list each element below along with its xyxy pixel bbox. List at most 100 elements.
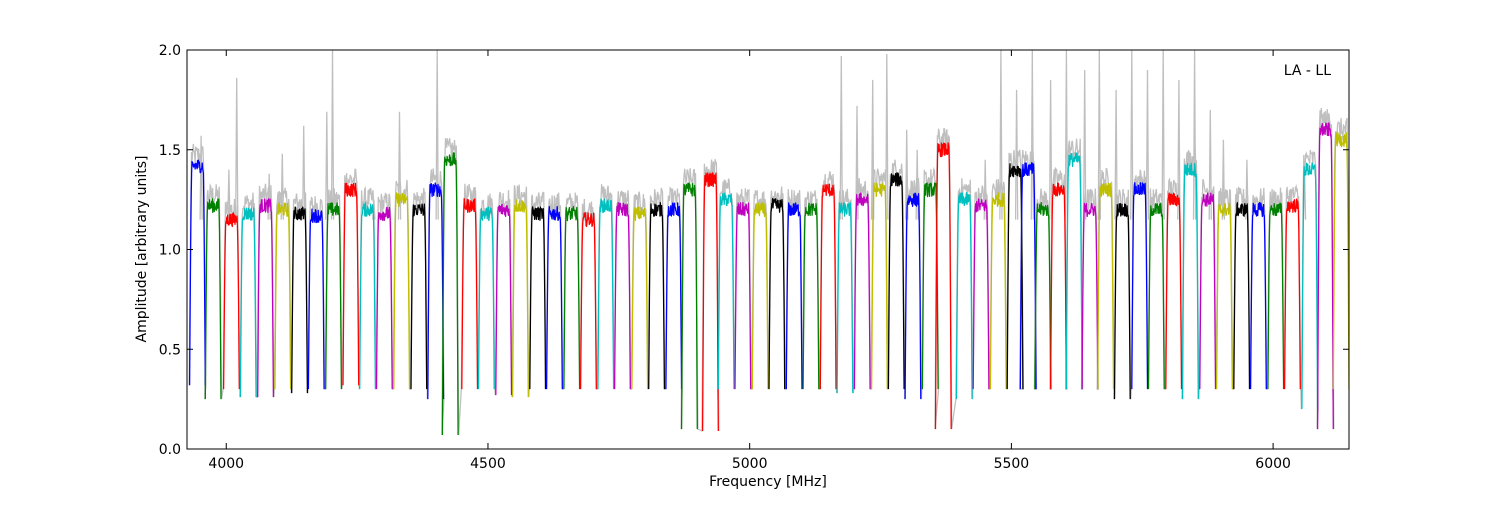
- channel-series-line: [1267, 202, 1285, 390]
- channel-series-line: [461, 198, 479, 390]
- raw-spike: [1030, 50, 1035, 220]
- channel-series-line: [1034, 202, 1052, 390]
- channel-series-line: [734, 202, 752, 390]
- channel-series-line: [972, 198, 990, 390]
- channel-series-line: [768, 198, 786, 390]
- raw-spike: [235, 77, 239, 220]
- channel-series-line: [511, 199, 529, 398]
- channel-series-line: [701, 172, 719, 432]
- channel-series-line: [1165, 192, 1183, 390]
- x-tick-label: 5000: [732, 456, 768, 472]
- channel-series-line: [1006, 163, 1024, 390]
- channel-series-line: [1019, 162, 1037, 390]
- channel-series-line: [579, 212, 597, 390]
- raw-spike: [915, 149, 919, 220]
- channel-series-line: [477, 206, 495, 390]
- channel-series-line: [1233, 202, 1251, 390]
- x-tick-label: 4000: [208, 456, 244, 472]
- channel-series-line: [1049, 182, 1068, 390]
- channel-series-line: [665, 202, 683, 390]
- y-tick-label: 0.0: [159, 442, 181, 458]
- channel-series-line: [751, 202, 769, 390]
- channel-series-line: [921, 182, 939, 390]
- raw-spike: [199, 135, 203, 220]
- channel-series-line: [1215, 202, 1233, 390]
- raw-spike: [435, 50, 439, 220]
- channel-series-line: [393, 192, 411, 390]
- raw-spike: [397, 111, 402, 220]
- y-tick-label: 1.5: [159, 143, 181, 159]
- y-tick-label: 0.5: [159, 342, 181, 358]
- channel-series-line: [836, 202, 854, 394]
- channel-series-line: [934, 142, 952, 430]
- channel-series-line: [222, 212, 240, 390]
- channel-series-line: [375, 206, 393, 390]
- channel-series-line: [563, 206, 581, 390]
- plot-frame: [186, 49, 1350, 450]
- raw-spike: [999, 50, 1003, 220]
- raw-spike: [839, 55, 843, 220]
- raw-spike: [227, 169, 231, 220]
- axis-ticks: 4000 4500 5000 5500 6000 0.0 0.5 1.0 1.5 2.0: [159, 43, 1349, 472]
- raw-spike: [855, 105, 859, 220]
- channel-series-line: [291, 206, 309, 394]
- channel-series-line: [495, 203, 513, 396]
- channel-series-line: [545, 205, 563, 390]
- channel-series-line: [853, 192, 871, 390]
- y-tick-label: 2.0: [159, 43, 181, 59]
- channel-series-line: [1113, 203, 1131, 400]
- raw-spike: [885, 53, 889, 220]
- channel-series-line: [1283, 198, 1301, 390]
- raw-spike: [1145, 69, 1150, 220]
- channel-series-line: [239, 207, 257, 398]
- raw-spike: [1221, 139, 1226, 220]
- channel-series-line: [680, 182, 698, 430]
- channel-series-line: [1147, 202, 1165, 390]
- raw-spike: [1208, 109, 1212, 220]
- channel-series-line: [904, 192, 922, 400]
- raw-spike: [870, 79, 875, 220]
- channel-series-line: [802, 202, 820, 390]
- raw-spike: [1097, 50, 1102, 220]
- channel-series-line: [257, 198, 275, 398]
- raw-spike: [1245, 159, 1249, 220]
- channel-series-line: [359, 202, 377, 390]
- channel-series-line: [819, 183, 837, 390]
- raw-spike: [1177, 79, 1181, 220]
- channel-series-line: [427, 182, 445, 400]
- y-axis-label: Amplitude [arbitrary units]: [134, 156, 150, 343]
- channel-series-line: [307, 208, 325, 390]
- raw-spike: [1192, 50, 1197, 220]
- channel-series-line: [441, 152, 459, 436]
- channel-series-line: [597, 198, 615, 390]
- channel-series-line: [989, 192, 1007, 390]
- raw-spike: [1114, 89, 1118, 220]
- raw-spike: [1130, 50, 1134, 220]
- raw-spike: [302, 125, 306, 220]
- raw-spike: [280, 153, 284, 220]
- channel-series-line: [410, 203, 428, 390]
- channel-series-line: [648, 202, 666, 390]
- channel-series-line: [188, 159, 206, 386]
- channel-series-line: [887, 172, 905, 390]
- x-tick-label: 6000: [1255, 456, 1291, 472]
- channel-series-line: [717, 192, 735, 390]
- channel-series-line: [274, 202, 292, 390]
- raw-spike: [1161, 50, 1165, 220]
- channel-series-line: [1097, 182, 1115, 390]
- channel-series-line: [1301, 162, 1319, 410]
- raw-spectrum-line: [188, 107, 1349, 436]
- channel-series-line: [1199, 192, 1217, 390]
- channel-series-line: [955, 191, 973, 400]
- channel-series-line: [1181, 162, 1199, 400]
- channel-series-line: [1249, 202, 1267, 390]
- channel-series-line: [1131, 182, 1149, 390]
- raw-spike: [1064, 50, 1069, 220]
- raw-spike: [330, 50, 335, 220]
- x-tick-label: 5500: [994, 456, 1030, 472]
- channel-series-line: [342, 182, 360, 386]
- x-tick-label: 4500: [470, 456, 506, 472]
- channel-series-line: [529, 206, 547, 390]
